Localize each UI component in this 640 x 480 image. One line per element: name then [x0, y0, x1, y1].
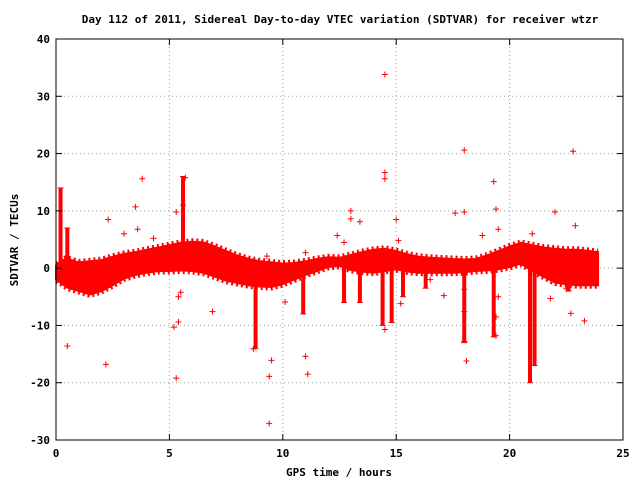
plot-frame — [55, 38, 624, 441]
data-point — [490, 178, 497, 185]
data-point — [170, 324, 177, 331]
data-point — [175, 293, 182, 300]
x-tick-label: 10 — [276, 447, 289, 460]
data-point — [461, 147, 468, 154]
data-point — [177, 289, 184, 296]
data-point — [427, 276, 434, 283]
data-point — [121, 230, 128, 237]
grid-lines — [56, 39, 623, 440]
data-point — [461, 209, 468, 216]
data-point — [150, 235, 157, 242]
data-point — [250, 345, 257, 352]
data-point — [302, 249, 309, 256]
data-point — [182, 174, 189, 181]
data-point — [551, 209, 558, 216]
data-spikes — [57, 175, 572, 384]
chart-title: Day 112 of 2011, Sidereal Day-to-day VTE… — [82, 13, 599, 26]
data-point — [492, 313, 499, 320]
y-axis-label: SDTVAR / TECUs — [8, 194, 21, 287]
y-tick-label: 20 — [37, 148, 50, 161]
y-tick-label: -10 — [30, 319, 50, 332]
data-point — [132, 203, 139, 210]
data-point — [581, 317, 588, 324]
data-point — [440, 292, 447, 299]
axis-ticks: 0 5 10 15 20 25 -30 -20 -10 0 10 20 30 40 — [30, 33, 630, 460]
data-point — [479, 232, 486, 239]
data-band-area — [55, 240, 600, 296]
data-point — [268, 357, 275, 364]
data-point — [64, 343, 71, 350]
data-point — [492, 206, 499, 213]
data-point — [134, 226, 141, 233]
data-point — [563, 285, 570, 292]
data-point — [572, 222, 579, 229]
data-point — [266, 420, 273, 427]
x-axis-label: GPS time / hours — [286, 466, 392, 479]
data-point — [173, 209, 180, 216]
x-tick-label: 25 — [616, 447, 629, 460]
data-point — [381, 71, 388, 78]
data-point — [570, 148, 577, 155]
data-point — [529, 230, 536, 237]
data-point — [463, 357, 470, 364]
data-point — [495, 293, 502, 300]
x-tick-label: 0 — [53, 447, 60, 460]
data-point — [118, 269, 125, 276]
x-tick-label: 15 — [390, 447, 403, 460]
data-point — [304, 371, 311, 378]
data-point — [356, 218, 363, 225]
data-point — [175, 318, 182, 325]
data-point — [282, 298, 289, 305]
data-point — [452, 210, 459, 217]
y-tick-label: 30 — [37, 90, 50, 103]
data-point — [495, 226, 502, 233]
data-band-upper-edge — [55, 238, 599, 265]
x-tick-label: 20 — [503, 447, 516, 460]
data-point — [173, 375, 180, 382]
data-point — [547, 295, 554, 302]
data-point — [334, 232, 341, 239]
data-point — [341, 239, 348, 246]
y-tick-label: -30 — [30, 434, 50, 447]
y-tick-label: -20 — [30, 377, 50, 390]
data-point — [263, 253, 270, 260]
data-point — [397, 300, 404, 307]
data-point — [180, 202, 187, 209]
y-tick-label: 10 — [37, 205, 50, 218]
x-tick-label: 5 — [166, 447, 173, 460]
data-point — [105, 216, 112, 223]
data-point — [381, 169, 388, 176]
data-point — [347, 207, 354, 214]
y-tick-label: 0 — [43, 262, 50, 275]
data-point — [381, 326, 388, 333]
data-point — [395, 237, 402, 244]
data-point — [139, 175, 146, 182]
data-point — [209, 308, 216, 315]
y-tick-label: 40 — [37, 33, 50, 46]
data-point — [293, 274, 300, 281]
error-bar-point — [461, 308, 468, 315]
data-point — [302, 353, 309, 360]
data-point — [381, 175, 388, 182]
data-point — [347, 215, 354, 222]
data-point — [567, 310, 574, 317]
data-points — [64, 71, 588, 427]
data-band-lower-edge — [55, 263, 599, 299]
data-point — [492, 332, 499, 339]
data-point — [266, 373, 273, 380]
data-point — [102, 361, 109, 368]
data-point — [393, 216, 400, 223]
data-band — [55, 238, 600, 299]
